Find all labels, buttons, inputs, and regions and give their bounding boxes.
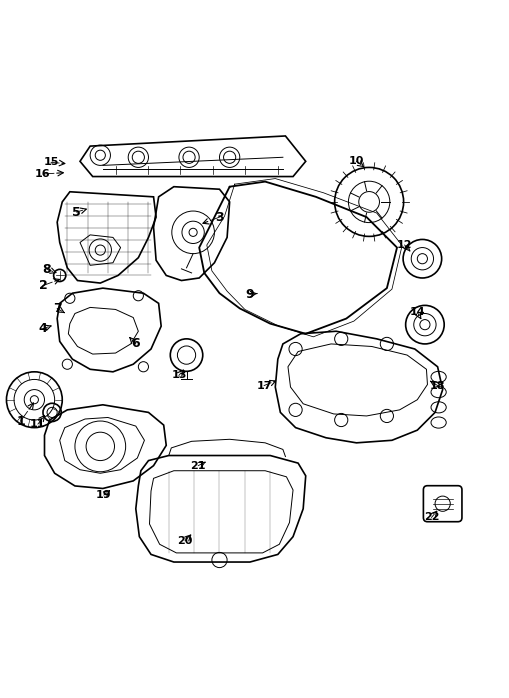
Text: 8: 8 — [43, 263, 51, 276]
Text: 22: 22 — [423, 512, 438, 522]
Text: 12: 12 — [396, 240, 412, 250]
Text: 14: 14 — [409, 308, 425, 318]
Text: 11: 11 — [30, 419, 46, 429]
Text: 18: 18 — [429, 380, 444, 390]
Text: 4: 4 — [39, 322, 47, 335]
Text: 5: 5 — [72, 205, 80, 218]
Text: 2: 2 — [39, 279, 47, 292]
Text: 3: 3 — [215, 211, 223, 223]
Text: 13: 13 — [171, 371, 186, 380]
Text: 9: 9 — [245, 288, 254, 301]
Text: 20: 20 — [177, 536, 192, 546]
Text: 21: 21 — [190, 461, 206, 470]
Text: 7: 7 — [53, 302, 62, 315]
Text: 6: 6 — [131, 337, 140, 350]
Text: 19: 19 — [96, 490, 111, 500]
Text: 16: 16 — [35, 169, 51, 179]
Text: 15: 15 — [43, 157, 59, 168]
Text: 1: 1 — [16, 415, 25, 428]
Text: 17: 17 — [256, 380, 271, 390]
Text: 10: 10 — [348, 156, 363, 166]
